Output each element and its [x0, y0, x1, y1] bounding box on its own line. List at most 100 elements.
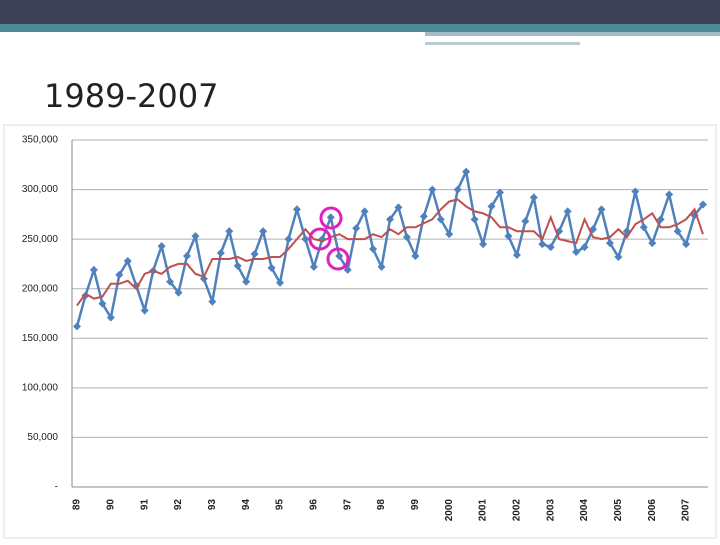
point-marker: [267, 263, 276, 272]
x-tick-label: 95: [275, 499, 286, 511]
point-marker: [563, 207, 572, 216]
series-line: [76, 198, 704, 307]
point-marker: [394, 203, 403, 212]
accent-line: [425, 42, 580, 45]
x-tick-label: 2007: [681, 499, 692, 522]
point-marker: [614, 252, 623, 261]
point-marker: [106, 313, 115, 322]
x-tick-label: 98: [376, 499, 387, 511]
highlight-circle: [319, 206, 343, 230]
x-tick-label: 94: [241, 499, 252, 511]
point-marker: [470, 215, 479, 224]
point-marker: [521, 217, 530, 226]
point-marker: [115, 270, 124, 279]
point-marker: [386, 215, 394, 224]
point-marker: [233, 261, 242, 270]
y-tick-label: 250,000: [22, 234, 59, 245]
point-marker: [504, 232, 513, 241]
y-tick-label: 150,000: [22, 333, 59, 344]
x-tick-label: 2003: [545, 499, 556, 522]
point-marker: [673, 227, 682, 236]
point-marker: [436, 215, 445, 224]
point-marker: [250, 250, 259, 259]
point-marker: [512, 251, 521, 260]
point-marker: [682, 240, 691, 249]
point-marker: [445, 230, 454, 239]
point-marker: [428, 185, 437, 194]
point-marker: [242, 277, 251, 286]
x-tick-label: 2001: [478, 499, 489, 522]
x-tick-label: 2005: [613, 499, 624, 522]
point-marker: [529, 193, 538, 202]
point-marker: [352, 224, 361, 233]
y-tick-label: -: [55, 482, 58, 493]
point-marker: [259, 227, 268, 236]
chart-area: [3, 124, 717, 539]
x-tick-label: 2006: [647, 499, 658, 522]
highlight-circle: [326, 247, 350, 271]
x-tick-label: 2002: [512, 499, 523, 522]
point-marker: [462, 167, 471, 176]
point-marker: [479, 240, 488, 249]
y-tick-label: 100,000: [22, 382, 59, 393]
point-marker: [98, 299, 107, 308]
slide-title: 1989-2007: [44, 77, 218, 115]
x-tick-label: 97: [342, 499, 353, 511]
point-marker: [487, 202, 496, 211]
point-marker: [343, 265, 352, 274]
point-marker: [140, 306, 149, 315]
point-marker: [292, 205, 301, 214]
y-tick-label: 50,000: [27, 432, 58, 443]
x-tick-label: 2004: [579, 499, 590, 522]
point-marker: [419, 212, 428, 221]
point-marker: [656, 215, 665, 224]
x-tick-label: 99: [410, 499, 421, 511]
point-marker: [665, 190, 674, 199]
point-marker: [546, 243, 555, 252]
point-marker: [605, 239, 614, 248]
x-tick-label: 90: [105, 499, 116, 511]
point-marker: [216, 249, 225, 258]
point-marker: [174, 288, 183, 297]
point-marker: [309, 262, 318, 271]
x-tick-label: 2000: [444, 499, 455, 522]
x-tick-label: 93: [207, 499, 218, 511]
x-tick-label: 91: [139, 499, 150, 511]
point-marker: [284, 235, 293, 244]
x-tick-label: 92: [173, 499, 184, 511]
point-marker: [495, 188, 504, 197]
plot: - 50,000 100,000 150,000 200,000 250,000 300,0…: [22, 135, 708, 522]
point-marker: [73, 322, 81, 331]
point-marker: [639, 223, 648, 232]
point-marker: [191, 232, 200, 241]
point-marker: [572, 248, 581, 257]
x-tick-label: 96: [309, 499, 320, 511]
accent-line: [425, 32, 720, 36]
point-marker: [157, 242, 166, 251]
highlight-circle: [308, 227, 332, 251]
point-marker: [597, 205, 606, 214]
x-tick-label: 89: [72, 499, 83, 511]
accent-bar: [0, 24, 720, 32]
point-marker: [166, 277, 175, 286]
y-tick-label: 300,000: [22, 184, 59, 195]
point-marker: [208, 297, 217, 306]
point-marker: [538, 240, 547, 249]
point-marker: [369, 245, 378, 254]
point-marker: [377, 262, 386, 271]
point-marker: [631, 187, 640, 196]
point-marker: [360, 207, 369, 216]
y-tick-label: 350,000: [22, 135, 59, 146]
point-marker: [335, 251, 344, 260]
point-marker: [648, 239, 657, 248]
point-marker: [453, 185, 462, 194]
point-marker: [580, 243, 589, 252]
point-marker: [699, 200, 707, 209]
point-marker: [301, 235, 310, 244]
point-marker: [89, 265, 98, 274]
point-marker: [402, 233, 411, 242]
point-marker: [225, 227, 234, 236]
top-bar: [0, 0, 720, 24]
point-marker: [123, 256, 132, 265]
